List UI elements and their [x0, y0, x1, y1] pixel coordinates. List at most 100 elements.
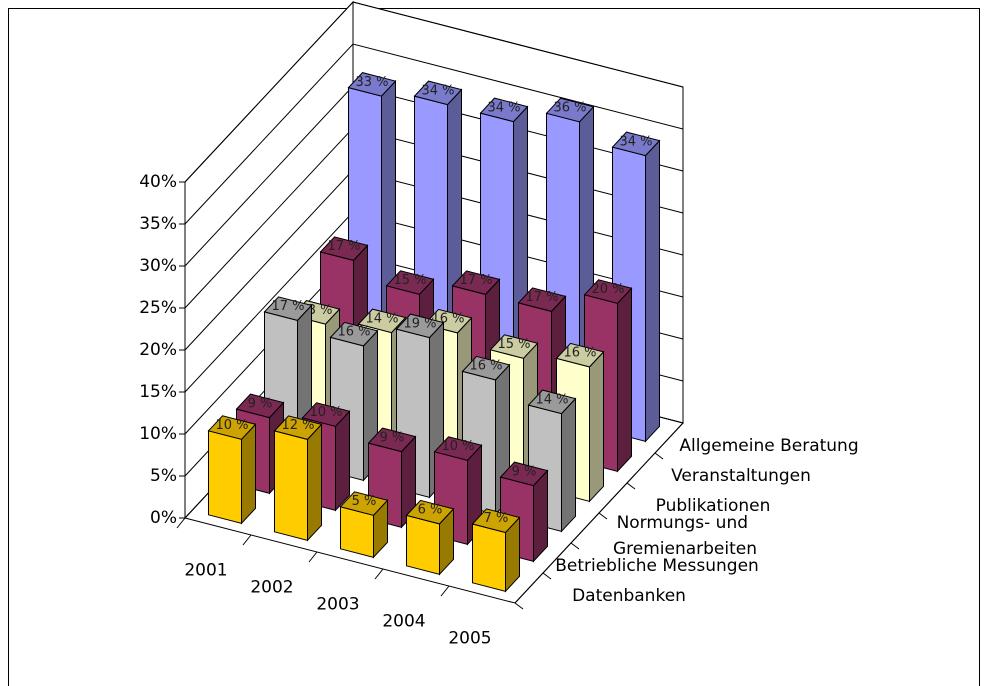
bar-top [235, 393, 285, 419]
depth-tick [626, 482, 636, 490]
x-tick-label: 2001 [184, 561, 227, 581]
value-label: 17 % [459, 273, 492, 288]
bar-top [583, 279, 633, 304]
value-label: 10 % [215, 418, 248, 433]
value-label: 16 % [337, 325, 370, 340]
bar-top [347, 72, 397, 97]
bar-top [527, 389, 577, 415]
bar-side [589, 350, 604, 503]
bar-top [357, 308, 407, 334]
value-label: 16 % [563, 346, 596, 361]
x-tick [308, 551, 318, 563]
y-tick-label: 10% [139, 424, 177, 444]
bar-side [533, 469, 548, 563]
grid-line [184, 1, 684, 183]
value-label: 14 % [365, 311, 398, 326]
x-tick-label: 2004 [382, 612, 425, 632]
x-tick-label: 2002 [250, 578, 293, 598]
bar-top [301, 402, 351, 427]
bar-top [367, 427, 417, 453]
bar-side [307, 423, 322, 542]
bar-top [471, 508, 521, 534]
x-tick [242, 534, 252, 546]
bar-top [207, 415, 257, 440]
bar-top [451, 270, 501, 295]
legend-label: Betriebliche Messungen [555, 556, 759, 576]
bar-top [479, 97, 529, 123]
bar-top [413, 80, 463, 106]
y-tick-label: 40% [139, 172, 177, 192]
x-tick-label: 2005 [448, 629, 491, 649]
y-tick-label: 0% [150, 508, 177, 528]
value-label: 34 % [421, 83, 454, 98]
x-tick [374, 568, 384, 580]
bar-top [319, 236, 369, 261]
bar-side [335, 410, 350, 512]
value-label: 34 % [619, 134, 652, 149]
value-label: 10 % [309, 405, 342, 420]
value-label: 10 % [441, 439, 474, 454]
legend-label: Publikationen [656, 496, 771, 516]
bar-top [339, 491, 389, 516]
bar-top [461, 355, 511, 381]
value-label: 34 % [487, 100, 520, 115]
x-tick [176, 517, 186, 529]
y-tick-label: 30% [139, 256, 177, 276]
bar-side [645, 139, 660, 443]
bar-top [545, 97, 595, 123]
value-label: 33 % [355, 75, 388, 90]
bar-top [555, 342, 605, 368]
bar-top [517, 287, 567, 312]
value-label: 17 % [327, 239, 360, 254]
legend-label: Allgemeine Beratung [679, 436, 858, 456]
value-label: 15 % [497, 337, 530, 352]
bar-side [241, 423, 256, 525]
bar-top [499, 461, 549, 487]
bar-top [433, 436, 483, 461]
legend-label: Veranstaltungen [671, 466, 811, 486]
value-label: 9 % [512, 464, 537, 479]
grid-line [184, 43, 684, 225]
y-tick-label: 15% [139, 382, 177, 402]
value-label: 16 % [469, 359, 502, 374]
bar-top [273, 415, 323, 440]
bar-top [489, 334, 539, 359]
value-label: 12 % [281, 418, 314, 433]
value-label: 9 % [380, 430, 405, 445]
x-tick-label: 2003 [316, 595, 359, 615]
legend-label: Normungs- und Gremienarbeiten [613, 513, 757, 559]
value-label: 5 % [352, 494, 377, 509]
value-label: 7 % [484, 511, 509, 526]
bar-top [611, 131, 661, 157]
bar-top [329, 321, 379, 347]
value-label: 19 % [403, 316, 436, 331]
bar-front [472, 523, 506, 592]
depth-axis [514, 422, 684, 604]
bar-front [406, 514, 440, 575]
depth-tick [570, 542, 580, 550]
bar-top [395, 313, 445, 339]
value-label: 6 % [418, 503, 443, 518]
value-label: 14 % [535, 392, 568, 407]
bar-top [385, 270, 435, 295]
bar-front [208, 430, 242, 524]
y-tick-label: 35% [139, 214, 177, 234]
y-tick-label: 20% [139, 340, 177, 360]
bar-front [274, 430, 308, 541]
y-tick-label: 25% [139, 298, 177, 318]
bar-top [405, 499, 455, 525]
bar-side [617, 287, 632, 473]
value-label: 9 % [248, 396, 273, 411]
legend-label: Datenbanken [572, 586, 686, 606]
bar-side [561, 397, 576, 533]
bar-top [263, 296, 313, 321]
y-tick-label: 5% [150, 466, 177, 486]
depth-tick [598, 512, 608, 520]
depth-tick [654, 452, 664, 460]
x-tick [440, 585, 450, 597]
value-label: 17 % [271, 299, 304, 314]
value-label: 36 % [553, 101, 586, 116]
depth-tick [514, 602, 524, 610]
depth-tick [542, 572, 552, 580]
